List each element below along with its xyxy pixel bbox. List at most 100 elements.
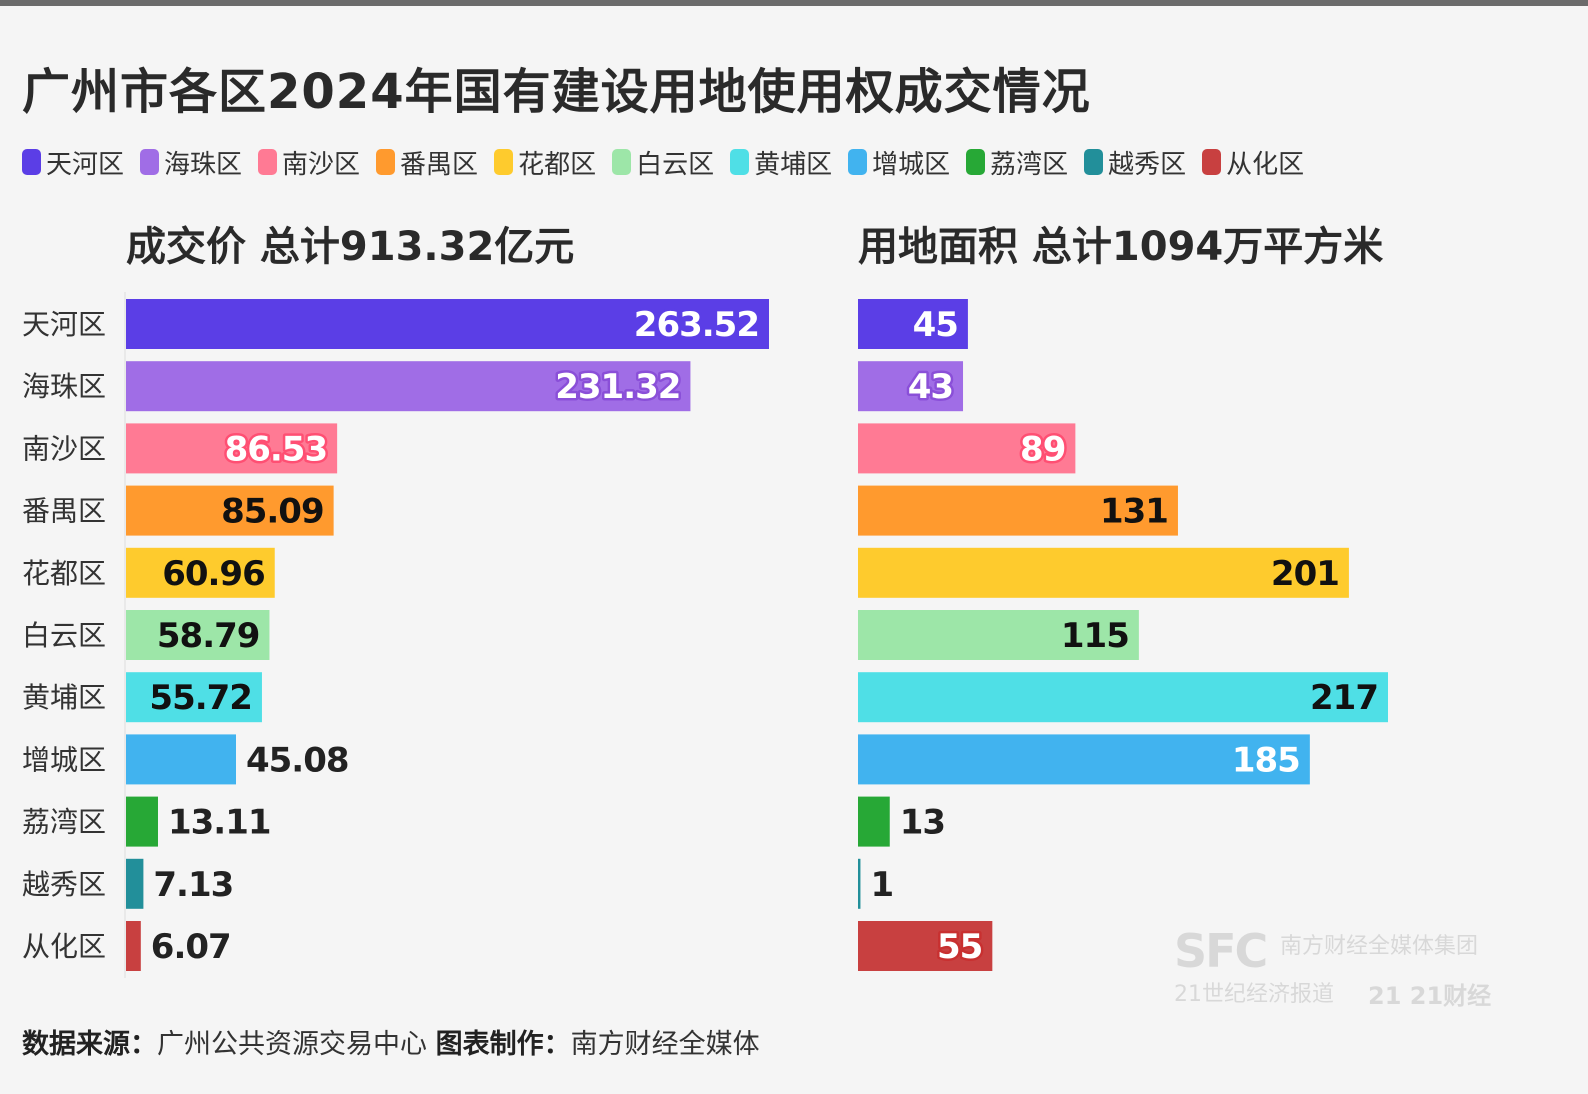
- legend-swatch: [376, 149, 396, 175]
- watermark-sfc: SFC: [1174, 924, 1268, 978]
- legend-item: 白云区: [612, 144, 714, 181]
- area-value-label: 1: [870, 865, 893, 905]
- legend-item: 天河区: [22, 144, 124, 181]
- legend-item: 越秀区: [1084, 144, 1186, 181]
- price-value-label: 45.08: [246, 740, 349, 780]
- legend-item: 从化区: [1202, 144, 1304, 181]
- area-value-label: 89: [1020, 429, 1065, 469]
- area-bar: [858, 610, 1139, 660]
- legend-swatch: [1202, 149, 1222, 175]
- area-value-label: 131: [1100, 492, 1168, 532]
- price-bar: [126, 547, 275, 598]
- category-label: 番禺区: [22, 495, 106, 528]
- legend-item: 番禺区: [376, 144, 478, 181]
- price-bar: [126, 610, 270, 660]
- legend-label: 增城区: [872, 149, 951, 180]
- maker-label: 图表制作：: [435, 1029, 571, 1060]
- legend-item: 增城区: [848, 144, 950, 181]
- legend-label: 黄埔区: [754, 149, 833, 180]
- price-value-label: 85.09: [221, 492, 324, 532]
- area-bar: [858, 361, 964, 412]
- category-label: 从化区: [22, 930, 106, 963]
- category-label: 黄埔区: [22, 681, 106, 714]
- source-text: 广州公共资源交易中心: [157, 1029, 427, 1060]
- legend-item: 荔湾区: [966, 144, 1068, 181]
- area-bar: [858, 796, 890, 847]
- legend-swatch: [612, 149, 632, 175]
- bar-charts: 263.52 231.32 86.53 85.09 60.96 58.79 55.72 45.…: [22, 292, 1388, 978]
- legend-label: 海珠区: [164, 149, 243, 180]
- legend: 天河区 海珠区 南沙区 番禺区 花都区 白云区 黄埔区 增城区 荔湾区 越秀区 从化区: [22, 144, 1320, 181]
- price-value-label: 13.11: [168, 803, 271, 843]
- legend-swatch: [1084, 149, 1104, 175]
- price-value-label: 263.52: [634, 305, 759, 345]
- legend-swatch: [22, 149, 41, 175]
- legend-label: 天河区: [46, 149, 125, 180]
- price-bar: [126, 858, 144, 909]
- legend-swatch: [848, 149, 868, 175]
- price-bar: [126, 361, 691, 412]
- watermark-paper: 21世纪经济报道: [1174, 982, 1334, 1007]
- legend-swatch: [730, 149, 750, 175]
- category-label: 越秀区: [22, 868, 106, 901]
- legend-item: 海珠区: [140, 144, 242, 181]
- area-bar: [858, 547, 1349, 598]
- area-value-label: 217: [1310, 678, 1378, 718]
- price-value-label: 6.07: [151, 927, 231, 967]
- legend-label: 越秀区: [1108, 149, 1187, 180]
- maker-text: 南方财经全媒体: [570, 1029, 760, 1060]
- legend-label: 从化区: [1226, 149, 1305, 180]
- category-label: 海珠区: [22, 370, 106, 403]
- price-value-label: 60.96: [162, 554, 265, 594]
- source-label: 数据来源：: [22, 1029, 157, 1060]
- category-label: 天河区: [22, 308, 106, 341]
- area-bar: [858, 734, 1310, 785]
- category-label: 白云区: [22, 619, 106, 652]
- price-bar: [126, 423, 338, 474]
- price-value-label: 7.13: [153, 865, 233, 905]
- area-value-label: 13: [900, 803, 945, 843]
- legend-label: 荔湾区: [990, 149, 1069, 180]
- price-value-label: 58.79: [157, 616, 260, 656]
- watermark-logo: SFC 南方财经全媒体集团 21世纪经济报道 21 21财经: [1172, 924, 1502, 1024]
- left-panel-title: 成交价 总计913.32亿元: [126, 224, 575, 270]
- area-value-label: 43: [908, 367, 953, 407]
- legend-swatch: [494, 149, 514, 175]
- price-bar: [126, 734, 236, 785]
- legend-swatch: [258, 149, 278, 175]
- area-value-label: 45: [913, 305, 958, 345]
- watermark-org: 南方财经全媒体集团: [1280, 934, 1479, 959]
- price-value-label: 86.53: [225, 429, 328, 469]
- category-label: 花都区: [22, 557, 106, 590]
- area-bar: [858, 858, 861, 909]
- legend-item: 花都区: [494, 144, 596, 181]
- price-bar: [126, 672, 262, 723]
- legend-label: 花都区: [518, 149, 597, 180]
- area-value-label: 115: [1061, 616, 1129, 656]
- category-label: 南沙区: [22, 432, 106, 465]
- chart-title: 广州市各区2024年国有建设用地使用权成交情况: [22, 64, 1091, 120]
- price-value-label: 55.72: [149, 678, 252, 718]
- legend-item: 南沙区: [258, 144, 360, 181]
- area-bar: [858, 921, 993, 971]
- price-bar: [126, 299, 769, 349]
- area-value-label: 185: [1232, 740, 1300, 780]
- legend-label: 南沙区: [282, 149, 361, 180]
- area-value-label: 201: [1271, 554, 1339, 594]
- footer: 数据来源：广州公共资源交易中心 图表制作：南方财经全媒体: [22, 1022, 760, 1061]
- right-panel-title: 用地面积 总计1094万平方米: [858, 224, 1384, 270]
- top-bar: [0, 0, 1588, 6]
- price-bar: [126, 921, 141, 971]
- category-label: 增城区: [22, 743, 106, 776]
- legend-swatch: [966, 149, 986, 175]
- price-bar: [126, 485, 334, 536]
- legend-swatch: [140, 149, 160, 175]
- legend-item: 黄埔区: [730, 144, 832, 181]
- area-bar: [858, 299, 968, 349]
- price-bar: [126, 796, 158, 847]
- price-value-label: 231.32: [555, 367, 680, 407]
- area-bar: [858, 672, 1388, 723]
- legend-label: 白云区: [636, 149, 715, 180]
- category-label: 荔湾区: [22, 806, 106, 839]
- legend-label: 番禺区: [400, 149, 479, 180]
